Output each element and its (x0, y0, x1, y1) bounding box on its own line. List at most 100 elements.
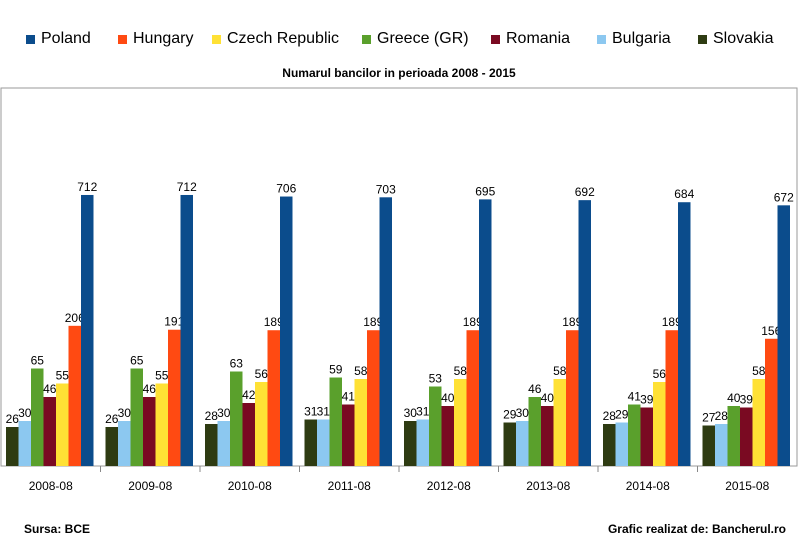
bar-romania-2011-08 (342, 404, 355, 466)
bar-romania-2015-08 (740, 407, 753, 466)
bar-hungary-2012-08 (466, 330, 479, 466)
bar-slovakia-2011-08 (304, 419, 317, 466)
value-label-romania-2015-08: 39 (740, 393, 754, 407)
legend-label: Poland (41, 30, 91, 47)
bar-greece-gr-2009-08 (130, 368, 143, 466)
credit-note: Grafic realizat de: Bancherul.ro (607, 522, 786, 536)
value-label-bulgaria-2014-08: 29 (615, 408, 629, 422)
value-label-slovakia-2008-08: 26 (6, 412, 20, 426)
x-tick-label: 2013-08 (526, 479, 570, 493)
bar-hungary-2008-08 (68, 325, 81, 466)
value-label-hungary-2014-08: 189 (662, 315, 682, 329)
bar-poland-2013-08 (578, 200, 591, 466)
bar-romania-2014-08 (640, 407, 653, 466)
bar-greece-gr-2015-08 (727, 406, 740, 466)
legend-swatch (118, 34, 127, 44)
value-label-slovakia-2011-08: 31 (304, 405, 318, 419)
bar-poland-2011-08 (379, 197, 392, 466)
value-label-bulgaria-2011-08: 31 (317, 405, 331, 419)
value-label-greece-gr-2014-08: 41 (628, 390, 642, 404)
value-label-bulgaria-2015-08: 28 (715, 409, 729, 423)
value-label-greece-gr-2011-08: 59 (329, 363, 343, 377)
bar-greece-gr-2013-08 (528, 397, 541, 466)
bar-czech-republic-2011-08 (354, 379, 367, 466)
bar-poland-2009-08 (180, 194, 193, 466)
bar-bulgaria-2010-08 (217, 421, 230, 466)
bar-czech-republic-2010-08 (255, 382, 268, 466)
bar-romania-2008-08 (43, 397, 56, 466)
bar-czech-republic-2013-08 (553, 379, 566, 466)
bar-hungary-2015-08 (765, 338, 778, 466)
bar-poland-2014-08 (678, 202, 691, 466)
value-label-poland-2008-08: 712 (77, 180, 97, 194)
legend-swatch (362, 34, 371, 44)
value-label-poland-2015-08: 672 (774, 190, 794, 204)
legend-item-slovakia: Slovakia (698, 30, 773, 48)
value-label-czech-republic-2015-08: 58 (752, 364, 766, 378)
bar-greece-gr-2014-08 (628, 404, 641, 466)
bar-hungary-2009-08 (168, 329, 181, 466)
bar-bulgaria-2015-08 (715, 424, 728, 466)
value-label-romania-2014-08: 39 (640, 393, 654, 407)
legend-swatch (698, 34, 707, 44)
value-label-czech-republic-2011-08: 58 (354, 364, 368, 378)
bar-romania-2012-08 (441, 406, 454, 466)
bar-poland-2012-08 (479, 199, 492, 466)
value-label-hungary-2013-08: 189 (562, 315, 582, 329)
value-label-hungary-2011-08: 189 (363, 315, 383, 329)
x-tick-label: 2012-08 (427, 479, 471, 493)
legend-label: Greece (GR) (377, 30, 469, 47)
value-label-poland-2010-08: 706 (276, 182, 296, 196)
value-label-czech-republic-2008-08: 55 (56, 369, 70, 383)
value-label-bulgaria-2008-08: 30 (18, 406, 32, 420)
legend-item-czech-republic: Czech Republic (212, 30, 339, 48)
legend-item-poland: Poland (26, 30, 91, 48)
bar-greece-gr-2008-08 (31, 368, 44, 466)
bar-slovakia-2010-08 (205, 424, 218, 466)
bar-czech-republic-2008-08 (56, 383, 69, 466)
bar-bulgaria-2009-08 (118, 421, 131, 466)
bar-czech-republic-2012-08 (454, 379, 467, 466)
legend-item-romania: Romania (491, 30, 570, 48)
value-label-czech-republic-2010-08: 56 (255, 367, 269, 381)
bar-poland-2015-08 (777, 205, 790, 466)
legend-item-hungary: Hungary (118, 30, 193, 48)
value-label-slovakia-2012-08: 30 (404, 406, 418, 420)
legend-swatch (491, 34, 500, 44)
x-tick-label: 2010-08 (228, 479, 272, 493)
value-label-greece-gr-2010-08: 63 (230, 357, 244, 371)
bar-slovakia-2013-08 (503, 422, 516, 466)
value-label-greece-gr-2009-08: 65 (130, 354, 144, 368)
bar-czech-republic-2015-08 (752, 379, 765, 466)
bar-czech-republic-2009-08 (155, 383, 168, 466)
bar-hungary-2014-08 (665, 330, 678, 466)
value-label-slovakia-2010-08: 28 (205, 409, 219, 423)
legend-label: Slovakia (713, 30, 774, 47)
value-label-greece-gr-2008-08: 65 (31, 354, 45, 368)
bar-hungary-2013-08 (566, 330, 579, 466)
value-label-slovakia-2009-08: 26 (105, 412, 119, 426)
bar-czech-republic-2014-08 (653, 382, 666, 466)
x-tick-label: 2008-08 (29, 479, 73, 493)
value-label-greece-gr-2015-08: 40 (727, 391, 741, 405)
bar-slovakia-2009-08 (105, 427, 118, 466)
value-label-hungary-2010-08: 189 (264, 315, 284, 329)
value-label-czech-republic-2013-08: 58 (553, 364, 567, 378)
value-label-greece-gr-2013-08: 46 (528, 382, 542, 396)
bar-bulgaria-2012-08 (416, 419, 429, 466)
legend-swatch (26, 34, 35, 44)
value-label-bulgaria-2012-08: 31 (416, 405, 430, 419)
value-label-hungary-2015-08: 156 (761, 324, 781, 338)
value-label-romania-2009-08: 46 (143, 382, 157, 396)
chart-legend: Poland Hungary Czech Republic Greece (GR) Ro… (0, 30, 798, 54)
value-label-slovakia-2013-08: 29 (503, 408, 517, 422)
value-label-romania-2011-08: 41 (342, 390, 356, 404)
bar-hungary-2011-08 (367, 330, 380, 466)
value-label-romania-2012-08: 40 (441, 391, 455, 405)
legend-swatch (597, 34, 606, 44)
value-label-greece-gr-2012-08: 53 (429, 372, 443, 386)
value-label-poland-2009-08: 712 (177, 180, 197, 194)
bar-hungary-2010-08 (267, 330, 280, 466)
bar-bulgaria-2011-08 (317, 419, 330, 466)
